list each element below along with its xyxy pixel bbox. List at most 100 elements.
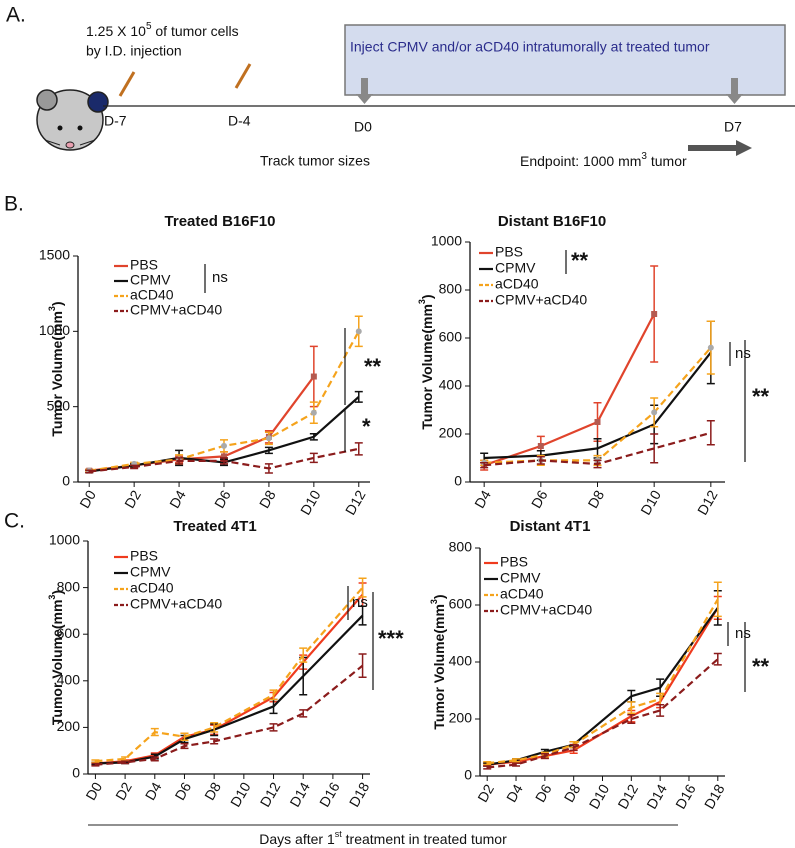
x-tick-label: D4 — [471, 487, 494, 511]
x-tick-label: D14 — [286, 779, 313, 809]
y-tick-label: 400 — [57, 672, 81, 688]
legend-label: CPMV+aCD40 — [500, 602, 592, 618]
y-axis-label: Tumor Volume(mm3) — [47, 590, 64, 725]
marker — [594, 419, 601, 425]
y-tick-label: 1500 — [39, 247, 70, 263]
error-bar — [180, 732, 189, 741]
x-tick-label: D4 — [503, 781, 526, 805]
x-tick-label: D6 — [532, 781, 555, 805]
text: Tumor Volume(mm — [49, 600, 65, 726]
error-bar — [210, 738, 219, 745]
error-bar — [175, 457, 184, 465]
error-bar — [627, 713, 636, 725]
chart-title: Distant 4T1 — [510, 518, 591, 535]
error-bar — [706, 420, 715, 446]
y-tick-label: 1000 — [49, 532, 80, 548]
error-bar — [656, 704, 665, 717]
error-bar — [210, 721, 219, 733]
text: tumor — [647, 153, 687, 169]
legend-label: PBS — [500, 554, 528, 570]
error-bar — [85, 469, 94, 474]
annotation: *** — [378, 626, 404, 651]
annotation: ns — [735, 625, 751, 642]
annotation: ns — [212, 269, 228, 286]
series-line — [89, 375, 315, 472]
text: of tumor cells — [152, 23, 239, 39]
error-bar — [713, 652, 722, 666]
cells-text: 1.25 X 105 of tumor cells — [86, 21, 239, 39]
series-line — [95, 586, 364, 763]
text: ) — [49, 590, 65, 595]
timepoint: D7 — [724, 119, 742, 135]
legend-label: aCD40 — [495, 276, 539, 292]
text: 3 — [47, 595, 57, 600]
x-tick-label: D10 — [297, 487, 324, 517]
x-tick-label: D4 — [142, 779, 165, 803]
legend-label: CPMV+aCD40 — [130, 596, 222, 612]
legend-label: PBS — [130, 548, 158, 564]
legend-label: PBS — [130, 257, 158, 273]
x-tick-label: D12 — [342, 487, 369, 517]
series-line — [487, 607, 719, 766]
annotation: ** — [752, 654, 770, 679]
y-tick-label: 400 — [449, 653, 473, 669]
text: 3 — [47, 306, 57, 311]
error-bar — [299, 647, 308, 663]
x-tick-label: D0 — [82, 779, 105, 803]
series-line — [95, 593, 364, 765]
x-tick-label: D2 — [474, 781, 497, 805]
marker — [221, 453, 227, 460]
panel-label: C. — [4, 510, 25, 533]
marker — [221, 442, 227, 449]
footer-text: Days after 1st treatment in treated tumo… — [259, 829, 507, 846]
marker — [651, 409, 658, 416]
annotation: ** — [752, 384, 770, 409]
text: Endpoint: 1000 mm — [520, 153, 641, 169]
error-bar — [354, 390, 363, 403]
error-bar — [480, 462, 489, 469]
y-tick-label: 0 — [72, 765, 80, 781]
y-tick-label: 600 — [439, 329, 463, 345]
marker — [707, 344, 714, 351]
panel-label: A. — [6, 4, 26, 27]
text: Days after 1 — [259, 831, 335, 847]
marker — [310, 373, 317, 380]
text: 3 — [417, 299, 427, 304]
error-bar — [269, 723, 278, 732]
error-bar — [713, 581, 722, 618]
text: Tumor Volume(mm — [431, 604, 447, 730]
text: 5 — [146, 21, 152, 32]
text: treatment in treated tumor — [342, 831, 507, 847]
y-axis-label: Tumor Volume(mm3) — [417, 294, 434, 429]
y-tick-label: 1000 — [39, 322, 70, 338]
error-bar — [299, 709, 308, 718]
box-text: Inject CPMV and/or aCD40 intratumorally … — [350, 39, 710, 55]
series-line — [95, 664, 364, 766]
error-bar — [180, 742, 189, 750]
legend-label: CPMV — [130, 272, 171, 288]
x-tick-label: D6 — [528, 487, 551, 511]
x-tick-label: D8 — [256, 487, 279, 511]
x-tick-label: D8 — [201, 779, 224, 803]
text: Tumor Volume(mm — [49, 311, 65, 437]
error-bar — [299, 656, 308, 696]
x-tick-label: D6 — [171, 779, 194, 803]
error-bar — [91, 762, 100, 767]
y-tick-label: 800 — [439, 281, 463, 297]
error-bar — [309, 433, 318, 441]
legend-label: CPMV+aCD40 — [130, 302, 222, 318]
error-bar — [150, 727, 159, 737]
error-bar — [150, 756, 159, 762]
y-tick-label: 0 — [62, 473, 70, 489]
x-tick-label: D0 — [76, 487, 99, 511]
annotation: ns — [735, 345, 751, 362]
error-bar — [627, 701, 636, 715]
series-line — [487, 598, 719, 765]
x-tick-label: D18 — [701, 781, 728, 811]
x-tick-label: D4 — [166, 487, 189, 511]
x-tick-label: D12 — [257, 779, 284, 809]
error-bar — [354, 442, 363, 456]
chart-title: Treated 4T1 — [173, 518, 256, 535]
text: st — [335, 829, 343, 839]
